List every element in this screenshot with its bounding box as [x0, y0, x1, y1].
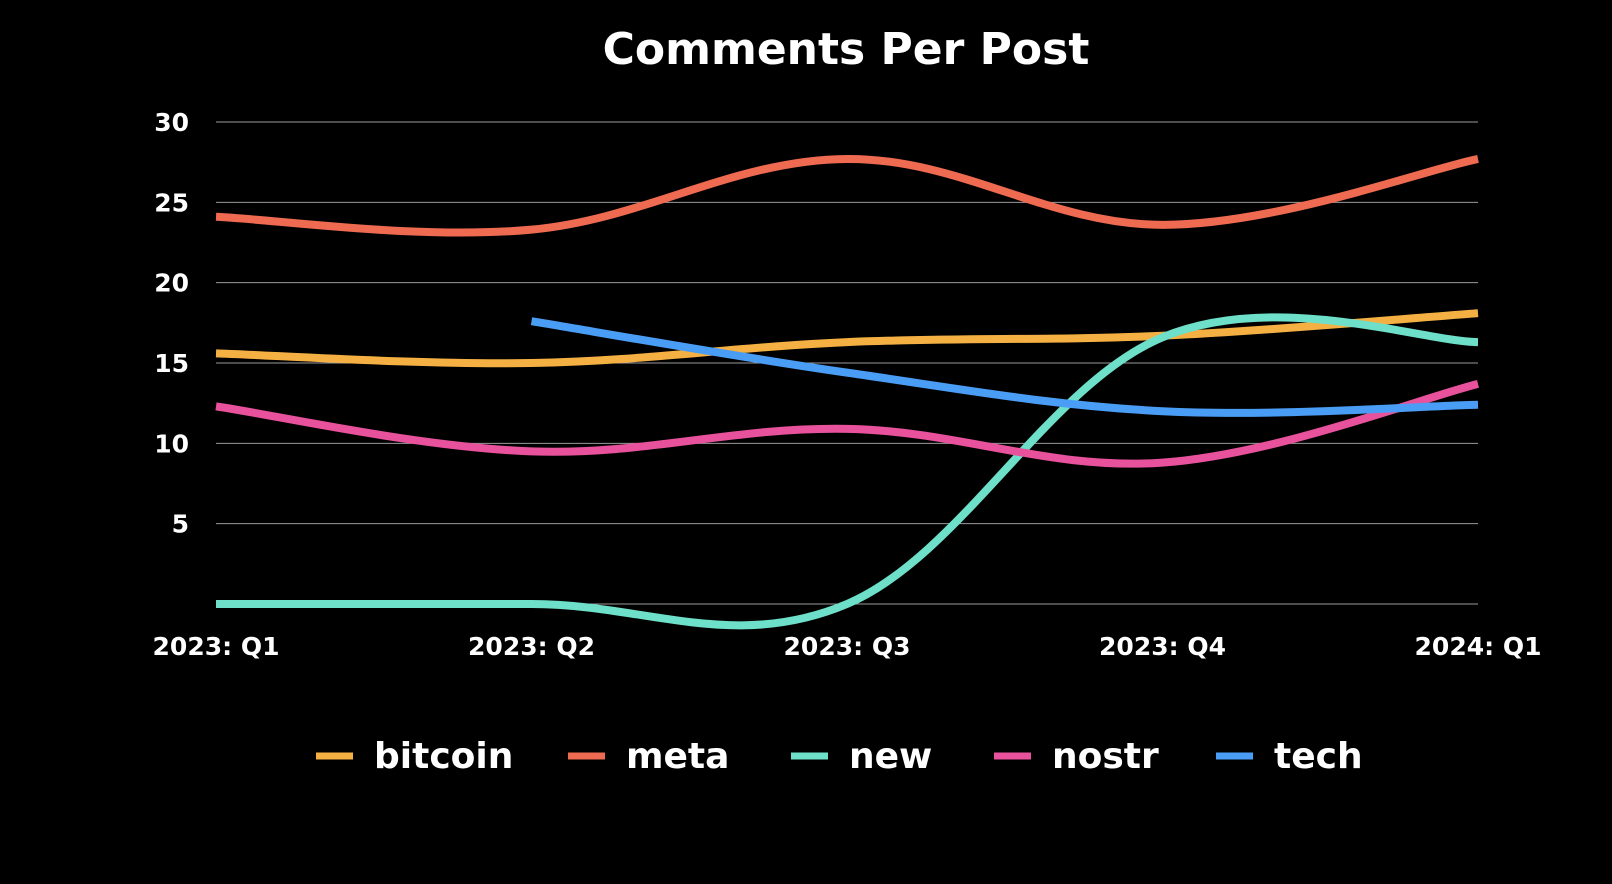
legend-item-new: new: [791, 736, 932, 777]
series-line-meta: [215, 154, 1479, 237]
legend-label: tech: [1274, 736, 1363, 777]
y-axis-tick-labels: 5 10 15 20 25 30: [154, 108, 189, 539]
series-line-bitcoin: [215, 309, 1479, 368]
legend-item-tech: tech: [1216, 736, 1363, 777]
x-axis-tick-labels: 2023: Q1 2023: Q2 2023: Q3 2023: Q4 2024: Q1: [153, 632, 1542, 661]
legend-item-meta: meta: [568, 736, 729, 777]
y-tick-label: 5: [172, 510, 189, 539]
x-tick-label: 2023: Q3: [784, 632, 911, 661]
y-tick-label: 20: [154, 269, 189, 298]
legend-item-nostr: nostr: [994, 736, 1159, 777]
x-tick-label: 2023: Q1: [153, 632, 280, 661]
x-tick-label: 2024: Q1: [1415, 632, 1542, 661]
series-line-nostr: [215, 380, 1479, 468]
legend-label: new: [849, 736, 932, 777]
chart-title: Comments Per Post: [603, 24, 1090, 75]
legend-label: nostr: [1052, 736, 1159, 777]
series-line-new: [216, 313, 1479, 630]
legend-label: bitcoin: [374, 736, 513, 777]
y-tick-label: 25: [154, 188, 189, 217]
series-line-tech: [530, 317, 1479, 417]
y-tick-label: 30: [154, 108, 189, 137]
y-tick-label: 15: [154, 349, 189, 378]
legend-item-bitcoin: bitcoin: [316, 736, 513, 777]
x-tick-label: 2023: Q4: [1099, 632, 1226, 661]
y-tick-label: 10: [154, 429, 189, 458]
legend: bitcoin meta new nostr tech: [316, 736, 1363, 777]
series-lines: [215, 154, 1479, 630]
x-tick-label: 2023: Q2: [468, 632, 595, 661]
legend-label: meta: [626, 736, 729, 777]
